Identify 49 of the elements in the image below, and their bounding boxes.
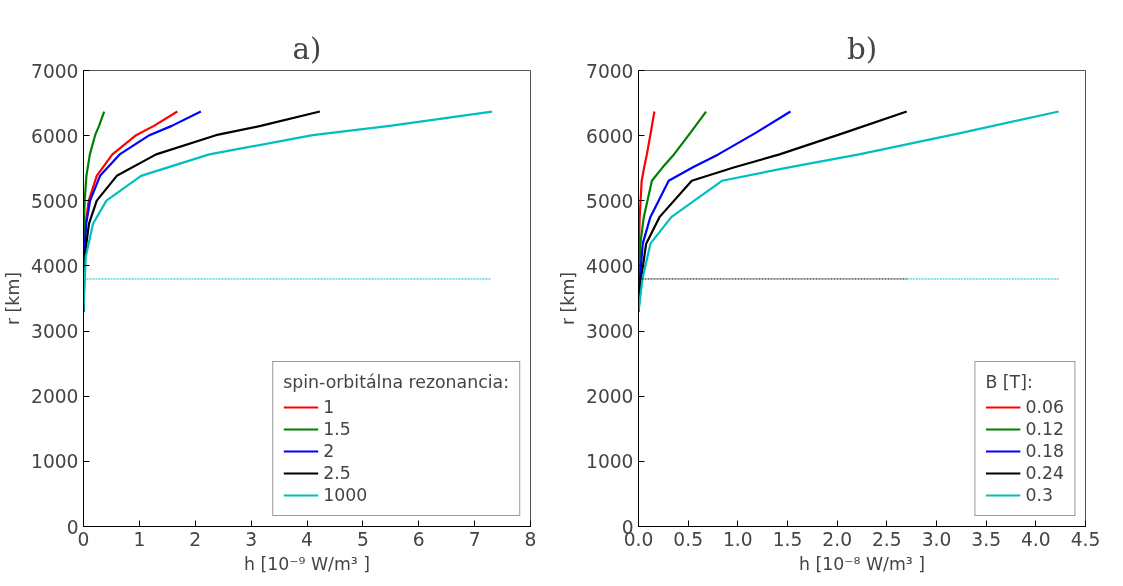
x-tick-label: 1 — [133, 528, 146, 550]
x-tick-label: 4.0 — [1021, 528, 1051, 550]
y-tick-label: 7000 — [31, 60, 79, 82]
x-tick-label: 0.5 — [673, 528, 703, 550]
x-tick-label: 7 — [468, 528, 481, 550]
x-tick-label: 3 — [245, 528, 258, 550]
y-tick-label: 4000 — [586, 255, 634, 277]
x-tick-label: 1.5 — [772, 528, 803, 550]
x-tick-label: 6 — [412, 528, 425, 550]
y-tick-label: 4000 — [31, 255, 79, 277]
x-axis-title: h [10⁻⁸ W/m³ ] — [799, 553, 925, 574]
y-tick-label: 6000 — [31, 125, 79, 147]
x-axis-title: h [10⁻⁹ W/m³ ] — [244, 553, 370, 574]
y-tick-label: 5000 — [31, 190, 79, 212]
legend-label: 1.5 — [323, 419, 351, 439]
x-tick-label: 8 — [524, 528, 537, 550]
y-tick-label: 2000 — [31, 386, 79, 408]
legend-title: spin-orbitálna rezonancia: — [283, 372, 509, 392]
y-tick-label: 7000 — [586, 60, 634, 82]
legend-label: 1000 — [323, 485, 368, 505]
legend-label: 0.12 — [1025, 419, 1064, 439]
x-tick-label: 3.5 — [971, 528, 1001, 550]
y-tick-label: 2000 — [586, 386, 634, 408]
legend-label: 0.3 — [1025, 485, 1053, 505]
x-tick-label: 4 — [301, 528, 313, 550]
y-tick-label: 3000 — [586, 321, 634, 343]
x-tick-label: 2.0 — [822, 528, 852, 550]
chart-title: a) — [292, 31, 322, 66]
y-tick-label: 1000 — [31, 451, 79, 473]
legend-label: 0.24 — [1025, 463, 1064, 483]
legend-label: 1 — [323, 397, 336, 417]
x-tick-label: 3.0 — [921, 528, 952, 550]
y-tick-label: 3000 — [31, 321, 79, 343]
y-tick-label: 1000 — [586, 451, 634, 473]
y-axis-title: r [km] — [558, 271, 579, 326]
legend-label: 0.06 — [1025, 397, 1064, 417]
legend-label: 2.5 — [323, 463, 351, 483]
x-tick-label: 1.0 — [723, 528, 753, 550]
x-tick-label: 2.5 — [872, 528, 902, 550]
legend-label: 2 — [323, 441, 336, 461]
y-tick-label: 5000 — [586, 190, 634, 212]
legend-title: B [T]: — [985, 372, 1034, 392]
y-axis-title: r [km] — [3, 271, 24, 326]
x-tick-label: 5 — [356, 528, 369, 550]
y-tick-label: 6000 — [586, 125, 634, 147]
chart-title: b) — [846, 31, 878, 66]
legend-label: 0.18 — [1025, 441, 1064, 461]
x-tick-label: 2 — [189, 528, 202, 550]
x-tick-label: 4.5 — [1070, 528, 1101, 550]
